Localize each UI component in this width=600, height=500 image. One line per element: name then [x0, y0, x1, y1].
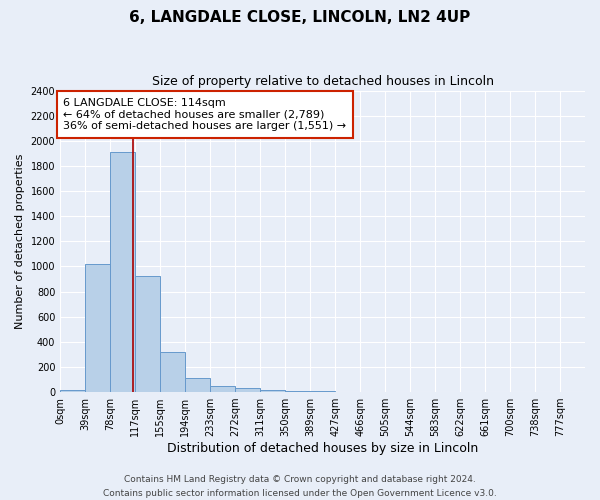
Bar [285, 391, 310, 392]
Bar [60, 390, 85, 392]
Bar [160, 352, 185, 392]
Bar [260, 390, 285, 392]
Text: Contains HM Land Registry data © Crown copyright and database right 2024.
Contai: Contains HM Land Registry data © Crown c… [103, 476, 497, 498]
Bar [185, 378, 210, 392]
X-axis label: Distribution of detached houses by size in Lincoln: Distribution of detached houses by size … [167, 442, 478, 455]
Bar [135, 276, 160, 392]
Bar [85, 264, 110, 392]
Bar [210, 386, 235, 392]
Text: 6 LANGDALE CLOSE: 114sqm
← 64% of detached houses are smaller (2,789)
36% of sem: 6 LANGDALE CLOSE: 114sqm ← 64% of detach… [64, 98, 346, 132]
Text: 6, LANGDALE CLOSE, LINCOLN, LN2 4UP: 6, LANGDALE CLOSE, LINCOLN, LN2 4UP [130, 10, 470, 25]
Bar [310, 391, 335, 392]
Bar [110, 152, 135, 392]
Y-axis label: Number of detached properties: Number of detached properties [15, 154, 25, 329]
Title: Size of property relative to detached houses in Lincoln: Size of property relative to detached ho… [152, 75, 494, 88]
Bar [235, 388, 260, 392]
